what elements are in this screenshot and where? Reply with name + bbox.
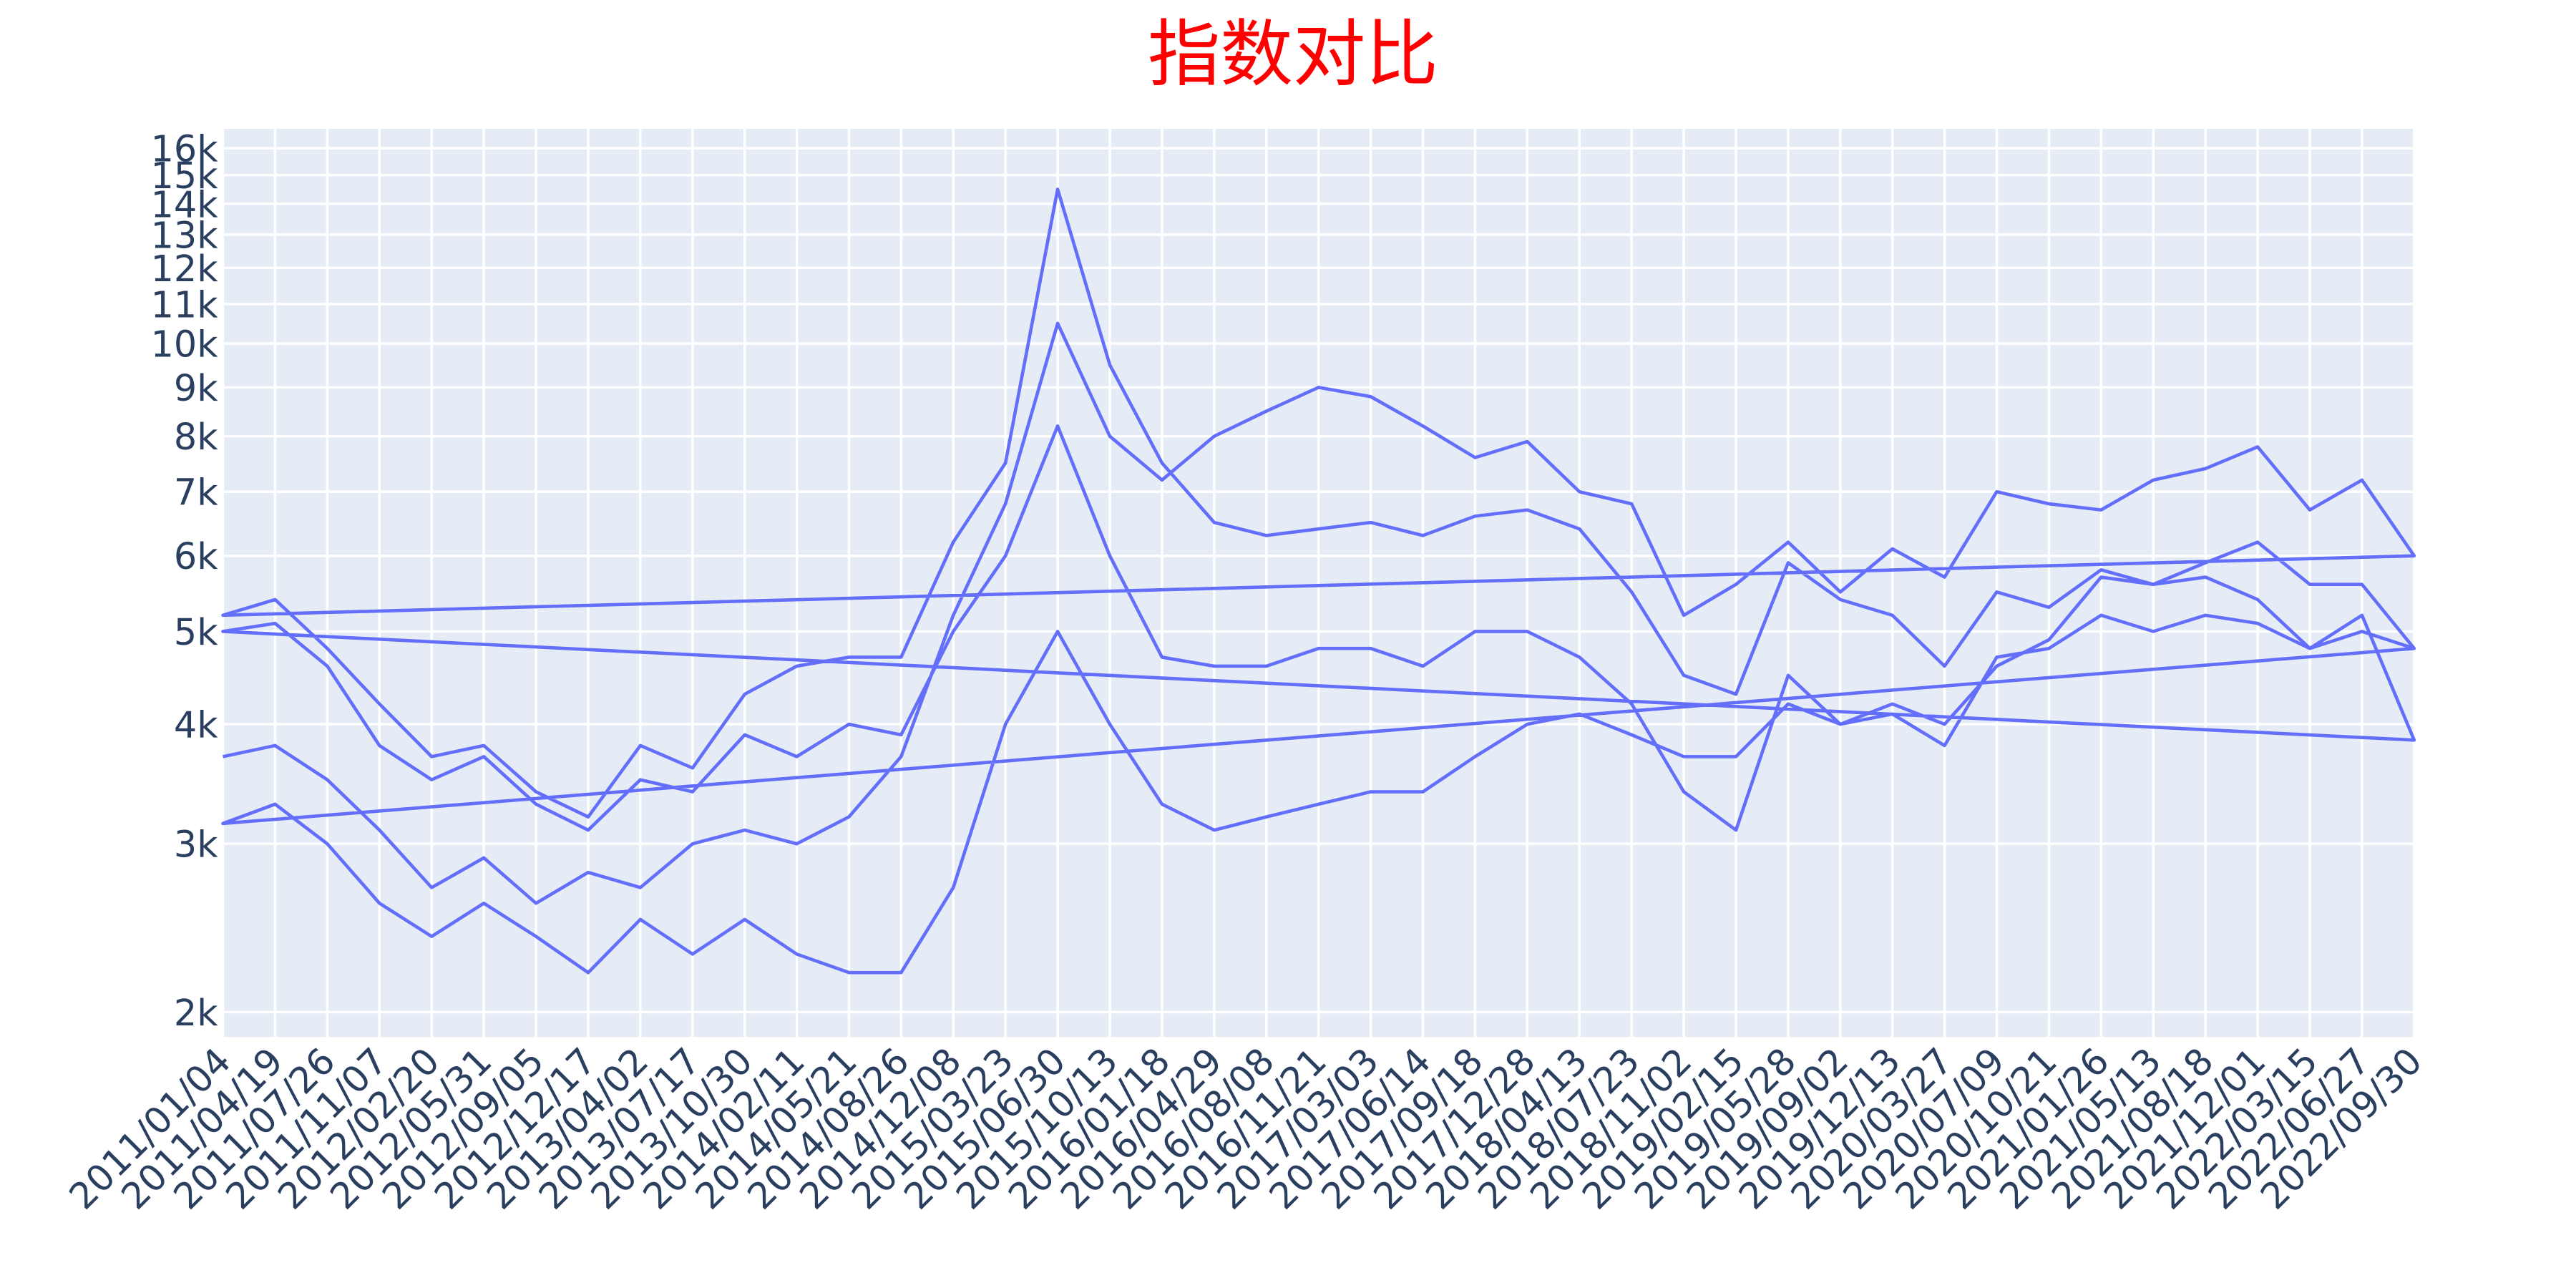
marks <box>221 187 2416 975</box>
data-line <box>221 187 2416 975</box>
y-tick-label: 8k <box>174 416 218 458</box>
y-tick-label: 12k <box>151 248 219 290</box>
y-tick-label: 15k <box>151 155 219 197</box>
y-tick-label: 14k <box>151 183 219 225</box>
y-tick-label: 16k <box>151 128 219 170</box>
y-tick-label: 9k <box>174 367 218 409</box>
y-tick-label: 6k <box>174 535 218 577</box>
y-tick-label: 2k <box>174 992 218 1034</box>
y-tick-label: 5k <box>174 611 218 653</box>
y-tick-label: 13k <box>151 214 219 256</box>
y-tick-label: 3k <box>174 824 218 866</box>
y-tick-label: 11k <box>151 283 219 326</box>
y-tick-label: 10k <box>151 323 219 366</box>
labels: 2k3k4k5k6k7k8k9k10k11k12k13k14k15k16k201… <box>61 128 2430 1218</box>
y-tick-label: 4k <box>174 704 218 746</box>
chart-title: 指数对比 <box>1148 12 1438 97</box>
y-tick-label: 7k <box>174 472 218 514</box>
